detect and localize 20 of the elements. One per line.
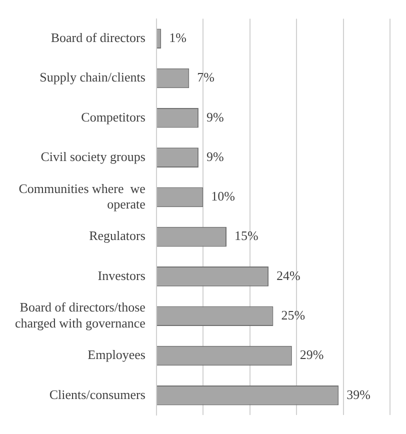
y-tick-label: Investors <box>98 268 146 283</box>
data-label: 29% <box>300 347 324 362</box>
data-label: 39% <box>346 386 371 402</box>
y-tick-label: Board of directors/those charged with governance <box>14 300 146 330</box>
y-tick-label: Board of directors <box>50 30 146 46</box>
y-tick-label: Competitors <box>81 109 146 124</box>
y-tick-label: Clients/consumers <box>49 386 146 402</box>
data-label: 7% <box>197 70 215 85</box>
data-label: 10% <box>211 188 236 204</box>
y-tick-label: Communities where we operate <box>18 180 146 212</box>
y-tick-label: Supply chain/clients <box>40 70 146 85</box>
data-label: 9% <box>206 148 224 164</box>
y-tick-label: Regulators <box>89 228 146 244</box>
data-label: 1% <box>169 30 187 46</box>
data-label: 9% <box>206 109 224 124</box>
y-tick-label: Employees <box>88 347 146 362</box>
y-tick-label: Civil society groups <box>40 148 146 164</box>
data-label: 15% <box>234 228 258 244</box>
data-label: 25% <box>281 308 306 323</box>
data-label: 24% <box>276 268 301 283</box>
